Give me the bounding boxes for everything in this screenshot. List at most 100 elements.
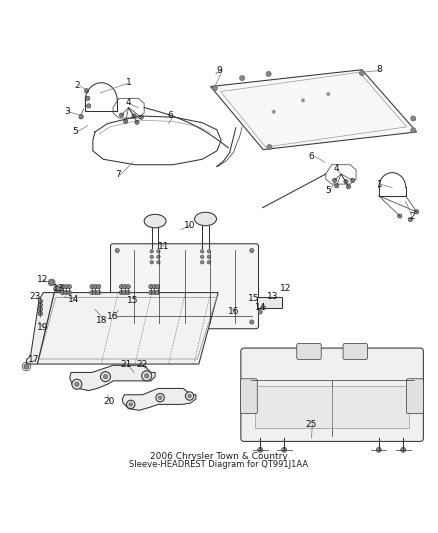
Circle shape (86, 96, 90, 100)
Text: 20: 20 (103, 398, 114, 406)
Text: 13: 13 (53, 284, 64, 293)
Circle shape (250, 248, 254, 253)
Circle shape (272, 110, 276, 114)
Circle shape (119, 290, 124, 295)
Circle shape (97, 290, 101, 295)
Text: 3: 3 (64, 107, 70, 116)
Text: 2: 2 (410, 212, 415, 221)
Circle shape (67, 290, 71, 295)
Text: 5: 5 (325, 187, 331, 195)
Text: 16: 16 (228, 308, 240, 317)
Circle shape (155, 285, 160, 289)
FancyBboxPatch shape (343, 343, 367, 359)
Circle shape (327, 92, 330, 96)
Polygon shape (87, 297, 112, 308)
Circle shape (332, 178, 337, 182)
Text: 4: 4 (126, 98, 131, 107)
Circle shape (240, 76, 245, 80)
Circle shape (157, 255, 160, 259)
Text: 22: 22 (137, 360, 148, 368)
Circle shape (103, 305, 108, 310)
Text: 7: 7 (115, 171, 121, 179)
Text: 16: 16 (107, 312, 119, 321)
Circle shape (64, 290, 68, 295)
Circle shape (127, 400, 135, 409)
Circle shape (185, 392, 194, 400)
Circle shape (90, 290, 94, 295)
Text: 15: 15 (127, 296, 138, 305)
Circle shape (126, 290, 130, 295)
Text: 4: 4 (333, 165, 339, 173)
Circle shape (55, 286, 60, 292)
Text: 2006 Chrysler Town & Country: 2006 Chrysler Town & Country (150, 452, 288, 461)
Circle shape (376, 447, 381, 453)
Polygon shape (37, 293, 218, 364)
FancyBboxPatch shape (110, 244, 258, 329)
Circle shape (411, 116, 416, 121)
Circle shape (149, 290, 153, 295)
Circle shape (157, 261, 160, 264)
Circle shape (150, 261, 153, 264)
Circle shape (408, 217, 413, 222)
Text: 23: 23 (29, 292, 41, 301)
Circle shape (38, 311, 42, 316)
Text: 18: 18 (96, 316, 108, 325)
Circle shape (155, 290, 160, 295)
Circle shape (103, 375, 108, 379)
Circle shape (344, 180, 348, 184)
Circle shape (123, 285, 127, 289)
Text: 9: 9 (216, 66, 222, 75)
Text: 21: 21 (120, 360, 131, 368)
Circle shape (72, 379, 82, 389)
Circle shape (126, 285, 130, 289)
Polygon shape (122, 389, 196, 410)
Circle shape (411, 128, 416, 133)
Circle shape (250, 320, 254, 324)
Circle shape (93, 290, 98, 295)
Circle shape (145, 374, 149, 378)
Text: 5: 5 (72, 127, 78, 136)
Text: 1: 1 (126, 78, 131, 87)
Text: 15: 15 (248, 294, 259, 303)
Circle shape (207, 261, 211, 264)
Text: 10: 10 (184, 221, 195, 230)
Circle shape (139, 115, 143, 119)
Text: 6: 6 (309, 152, 314, 161)
Polygon shape (70, 365, 155, 391)
Circle shape (123, 290, 127, 295)
Circle shape (159, 396, 162, 399)
Circle shape (38, 308, 42, 311)
Circle shape (67, 285, 71, 289)
Circle shape (107, 310, 111, 314)
Text: 14: 14 (68, 295, 80, 304)
Circle shape (414, 209, 419, 214)
Circle shape (401, 447, 406, 453)
Text: 8: 8 (376, 65, 381, 74)
Circle shape (90, 285, 94, 289)
FancyBboxPatch shape (297, 343, 321, 359)
Circle shape (156, 393, 164, 402)
Circle shape (115, 320, 119, 324)
Circle shape (266, 71, 271, 76)
Text: 2: 2 (74, 81, 80, 90)
Circle shape (75, 382, 79, 386)
Circle shape (97, 285, 101, 289)
Circle shape (24, 364, 29, 369)
Circle shape (85, 88, 88, 93)
Circle shape (201, 255, 204, 259)
Circle shape (149, 285, 153, 289)
Circle shape (150, 255, 153, 259)
Circle shape (38, 303, 42, 308)
Circle shape (100, 372, 110, 382)
Circle shape (258, 310, 262, 314)
Circle shape (301, 99, 305, 102)
Circle shape (124, 119, 128, 124)
Text: 12: 12 (280, 284, 291, 293)
Circle shape (60, 285, 65, 289)
Circle shape (152, 285, 156, 289)
FancyBboxPatch shape (240, 379, 257, 414)
Circle shape (60, 292, 65, 296)
Text: 14: 14 (254, 303, 266, 312)
Circle shape (212, 86, 217, 91)
Text: 11: 11 (158, 242, 169, 251)
